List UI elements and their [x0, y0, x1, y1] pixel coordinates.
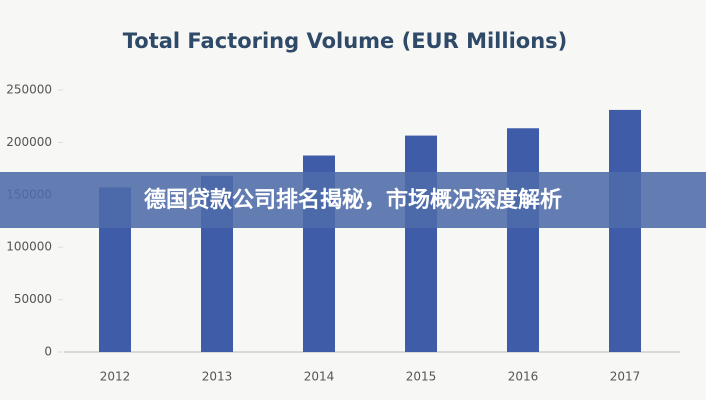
x-tick-label: 2015 [406, 370, 437, 384]
banner [0, 172, 706, 228]
x-tick-label: 2014 [304, 370, 335, 384]
chart-title: Total Factoring Volume (EUR Millions) [123, 29, 568, 53]
banner-text: 德国贷款公司排名揭秘，市场概况深度解析 [144, 187, 562, 213]
x-tick-label: 2012 [100, 370, 131, 384]
y-tick-label: 50000 [14, 292, 52, 306]
x-tick-label: 2016 [508, 370, 539, 384]
x-tick-label: 2017 [610, 370, 641, 384]
bar [609, 109, 641, 352]
y-tick-label: 100000 [6, 240, 52, 254]
y-tick-label: 250000 [6, 83, 52, 97]
y-tick-label: 0 [44, 345, 52, 359]
bar [405, 135, 437, 352]
y-tick-label: 200000 [6, 135, 52, 149]
x-tick-label: 2013 [202, 370, 233, 384]
bar [507, 128, 539, 352]
